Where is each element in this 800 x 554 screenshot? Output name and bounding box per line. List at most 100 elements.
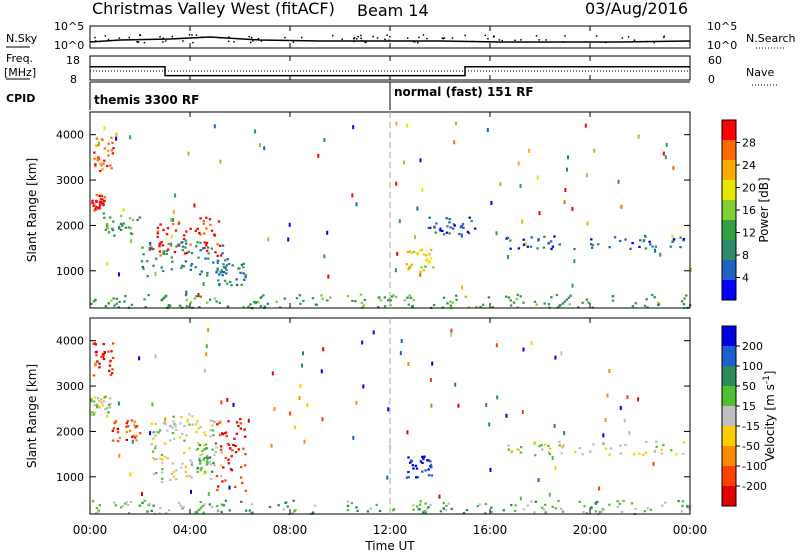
nsky-point xyxy=(107,38,110,41)
data-cell xyxy=(521,219,524,224)
data-cell xyxy=(182,265,186,268)
nsky-point xyxy=(501,39,503,42)
data-cell xyxy=(362,304,366,307)
data-cell xyxy=(205,227,208,230)
data-cell xyxy=(411,464,414,467)
data-cell xyxy=(229,447,232,450)
data-cell xyxy=(681,500,685,503)
velocity-colorbar-label: Velocity [m s-1] xyxy=(762,371,777,462)
nsky-point xyxy=(353,38,355,40)
data-cell xyxy=(127,226,131,229)
data-cell xyxy=(231,264,234,267)
data-cell xyxy=(553,235,556,238)
data-cell xyxy=(446,225,449,228)
data-cell xyxy=(106,415,109,418)
data-cell xyxy=(536,247,539,250)
data-cell xyxy=(234,444,237,448)
data-cell xyxy=(521,410,524,415)
data-cell xyxy=(475,305,478,308)
nsky-point xyxy=(353,37,356,39)
data-cell xyxy=(146,510,149,513)
data-cell xyxy=(387,299,390,302)
data-cell xyxy=(158,429,162,432)
data-cell xyxy=(602,508,605,511)
data-cell xyxy=(169,439,172,442)
data-cell xyxy=(587,301,590,304)
data-cell xyxy=(578,500,581,503)
data-cell xyxy=(199,273,202,276)
data-cell xyxy=(563,431,566,435)
data-cell xyxy=(164,423,167,426)
data-cell xyxy=(450,332,453,337)
data-cell xyxy=(406,250,409,253)
data-cell xyxy=(448,221,451,224)
data-cell xyxy=(219,420,222,423)
data-cell xyxy=(189,301,193,304)
data-cell xyxy=(125,501,128,504)
data-cell xyxy=(299,383,302,388)
data-cell xyxy=(550,247,553,251)
data-cell xyxy=(429,378,432,382)
data-cell xyxy=(166,227,170,230)
power-ylabel: Slant Range [km] xyxy=(25,158,39,262)
data-cell xyxy=(107,403,111,407)
x-tick-label: 04:00 xyxy=(173,523,208,537)
data-cell xyxy=(213,464,216,467)
nsky-point xyxy=(250,41,252,44)
data-cell xyxy=(509,247,512,250)
data-cell xyxy=(275,300,278,303)
data-cell xyxy=(98,504,101,507)
data-cell xyxy=(585,512,588,515)
data-cell xyxy=(619,444,622,447)
data-cell xyxy=(416,476,419,479)
data-cell xyxy=(685,294,688,297)
nsky-point xyxy=(360,34,362,37)
data-cell xyxy=(533,300,537,303)
data-cell xyxy=(554,507,557,510)
data-cell xyxy=(194,266,197,269)
data-cell xyxy=(101,404,105,407)
data-cell xyxy=(199,241,202,244)
data-cell xyxy=(103,216,106,219)
data-cell xyxy=(122,222,125,225)
data-cell xyxy=(96,511,100,514)
data-cell xyxy=(93,157,96,160)
data-cell xyxy=(235,283,239,287)
data-cell xyxy=(608,246,611,249)
data-cell xyxy=(118,300,121,303)
data-cell xyxy=(420,248,424,251)
data-cell xyxy=(409,296,413,299)
data-cell xyxy=(634,507,637,511)
data-cell xyxy=(199,426,202,429)
data-cell xyxy=(205,241,209,244)
nsky-point xyxy=(487,38,489,40)
data-cell xyxy=(455,294,458,297)
date-title: 03/Aug/2016 xyxy=(585,0,688,18)
data-cell xyxy=(92,342,95,345)
data-cell xyxy=(183,439,186,442)
data-cell xyxy=(287,237,290,242)
data-cell xyxy=(185,305,189,308)
data-cell xyxy=(250,512,253,515)
data-cell xyxy=(631,305,635,308)
data-cell xyxy=(253,301,256,304)
data-cell xyxy=(512,301,516,304)
nsky-point xyxy=(94,36,96,39)
data-cell xyxy=(224,432,227,435)
data-cell xyxy=(195,430,198,434)
data-cell xyxy=(564,188,567,192)
data-cell xyxy=(271,371,274,376)
data-cell xyxy=(161,244,165,247)
data-cell xyxy=(514,504,517,507)
data-cell xyxy=(298,294,302,297)
nsky-point xyxy=(627,36,630,38)
data-cell xyxy=(407,303,410,306)
nsky-point xyxy=(538,39,540,41)
y-tick-label: 4000 xyxy=(56,335,84,348)
data-cell xyxy=(161,269,165,273)
data-cell xyxy=(197,256,200,259)
data-cell xyxy=(161,471,164,474)
data-cell xyxy=(171,426,174,429)
data-cell xyxy=(116,427,120,430)
data-cell xyxy=(199,454,202,457)
